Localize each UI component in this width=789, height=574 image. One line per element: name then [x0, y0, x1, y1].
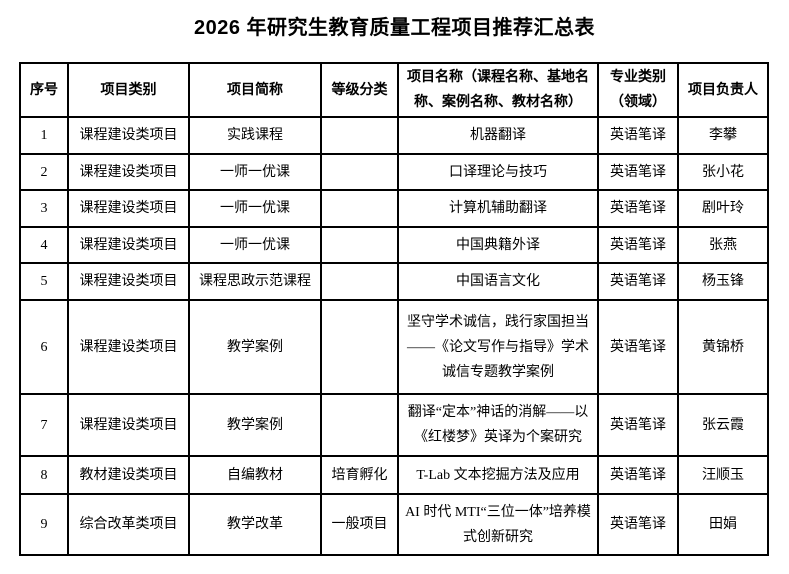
cell-index: 7: [19, 393, 69, 457]
cell-leader: 张燕: [677, 226, 769, 264]
cell-short-name: 一师一优课: [188, 153, 322, 191]
table-row: 8 教材建设类项目 自编教材 培育孵化 T-Lab 文本挖掘方法及应用 英语笔译…: [19, 455, 769, 495]
cell-project-name: AI 时代 MTI“三位一体”培养模式创新研究: [397, 493, 599, 556]
cell-leader: 田娟: [677, 493, 769, 556]
cell-level: [320, 153, 399, 191]
cell-major: 英语笔译: [597, 262, 679, 301]
table-row: 6 课程建设类项目 教学案例 坚守学术诚信，践行家国担当——《论文写作与指导》学…: [19, 299, 769, 395]
cell-project-name: 坚守学术诚信，践行家国担当——《论文写作与指导》学术诚信专题教学案例: [397, 299, 599, 395]
table-row: 7 课程建设类项目 教学案例 翻译“定本”神话的消解——以《红楼梦》英译为个案研…: [19, 393, 769, 457]
cell-project-name: 机器翻译: [397, 116, 599, 155]
cell-leader: 张小花: [677, 153, 769, 191]
table-row: 3 课程建设类项目 一师一优课 计算机辅助翻译 英语笔译 剧叶玲: [19, 189, 769, 228]
cell-project-name: 中国典籍外译: [397, 226, 599, 264]
document-page: 2026 年研究生教育质量工程项目推荐汇总表 序号 项目类别 项目简称 等级分类…: [0, 11, 789, 574]
cell-category: 课程建设类项目: [67, 226, 190, 264]
cell-short-name: 实践课程: [188, 116, 322, 155]
cell-project-name: 中国语言文化: [397, 262, 599, 301]
cell-index: 6: [19, 299, 69, 395]
cell-major: 英语笔译: [597, 226, 679, 264]
cell-index: 8: [19, 455, 69, 495]
header-cell-leader: 项目负责人: [677, 62, 769, 118]
cell-project-name: T-Lab 文本挖掘方法及应用: [397, 455, 599, 495]
cell-leader: 李攀: [677, 116, 769, 155]
cell-category: 课程建设类项目: [67, 116, 190, 155]
cell-index: 1: [19, 116, 69, 155]
cell-category: 综合改革类项目: [67, 493, 190, 556]
cell-category: 课程建设类项目: [67, 299, 190, 395]
cell-short-name: 一师一优课: [188, 189, 322, 228]
cell-level: 一般项目: [320, 493, 399, 556]
table-row: 5 课程建设类项目 课程思政示范课程 中国语言文化 英语笔译 杨玉锋: [19, 262, 769, 301]
cell-major: 英语笔译: [597, 393, 679, 457]
header-cell-project-name: 项目名称（课程名称、基地名称、案例名称、教材名称）: [397, 62, 599, 118]
summary-table: 序号 项目类别 项目简称 等级分类 项目名称（课程名称、基地名称、案例名称、教材…: [19, 62, 769, 556]
cell-major: 英语笔译: [597, 116, 679, 155]
cell-level: [320, 116, 399, 155]
cell-short-name: 教学改革: [188, 493, 322, 556]
cell-leader: 汪顺玉: [677, 455, 769, 495]
header-row: 序号 项目类别 项目简称 等级分类 项目名称（课程名称、基地名称、案例名称、教材…: [19, 62, 769, 118]
header-cell-index: 序号: [19, 62, 69, 118]
cell-short-name: 教学案例: [188, 299, 322, 395]
cell-major: 英语笔译: [597, 455, 679, 495]
cell-category: 课程建设类项目: [67, 153, 190, 191]
header-cell-short-name: 项目简称: [188, 62, 322, 118]
cell-project-name: 口译理论与技巧: [397, 153, 599, 191]
cell-leader: 剧叶玲: [677, 189, 769, 228]
header-cell-level: 等级分类: [320, 62, 399, 118]
cell-leader: 黄锦桥: [677, 299, 769, 395]
page-title: 2026 年研究生教育质量工程项目推荐汇总表: [193, 17, 596, 39]
cell-short-name: 一师一优课: [188, 226, 322, 264]
cell-category: 课程建设类项目: [67, 262, 190, 301]
cell-index: 9: [19, 493, 69, 556]
cell-major: 英语笔译: [597, 189, 679, 228]
cell-short-name: 自编教材: [188, 455, 322, 495]
cell-category: 教材建设类项目: [67, 455, 190, 495]
table-row: 2 课程建设类项目 一师一优课 口译理论与技巧 英语笔译 张小花: [19, 153, 769, 191]
cell-major: 英语笔译: [597, 299, 679, 395]
cell-project-name: 翻译“定本”神话的消解——以《红楼梦》英译为个案研究: [397, 393, 599, 457]
cell-level: [320, 226, 399, 264]
cell-index: 4: [19, 226, 69, 264]
cell-index: 3: [19, 189, 69, 228]
cell-leader: 张云霞: [677, 393, 769, 457]
cell-level: [320, 262, 399, 301]
cell-index: 2: [19, 153, 69, 191]
cell-category: 课程建设类项目: [67, 393, 190, 457]
cell-short-name: 教学案例: [188, 393, 322, 457]
cell-index: 5: [19, 262, 69, 301]
table-row: 1 课程建设类项目 实践课程 机器翻译 英语笔译 李攀: [19, 116, 769, 155]
cell-leader: 杨玉锋: [677, 262, 769, 301]
header-cell-category: 项目类别: [67, 62, 190, 118]
cell-short-name: 课程思政示范课程: [188, 262, 322, 301]
table-row: 9 综合改革类项目 教学改革 一般项目 AI 时代 MTI“三位一体”培养模式创…: [19, 493, 769, 556]
cell-project-name: 计算机辅助翻译: [397, 189, 599, 228]
cell-level: [320, 299, 399, 395]
cell-level: [320, 393, 399, 457]
cell-category: 课程建设类项目: [67, 189, 190, 228]
cell-major: 英语笔译: [597, 153, 679, 191]
cell-level: 培育孵化: [320, 455, 399, 495]
cell-level: [320, 189, 399, 228]
table-row: 4 课程建设类项目 一师一优课 中国典籍外译 英语笔译 张燕: [19, 226, 769, 264]
header-cell-major: 专业类别 （领域）: [597, 62, 679, 118]
cell-major: 英语笔译: [597, 493, 679, 556]
